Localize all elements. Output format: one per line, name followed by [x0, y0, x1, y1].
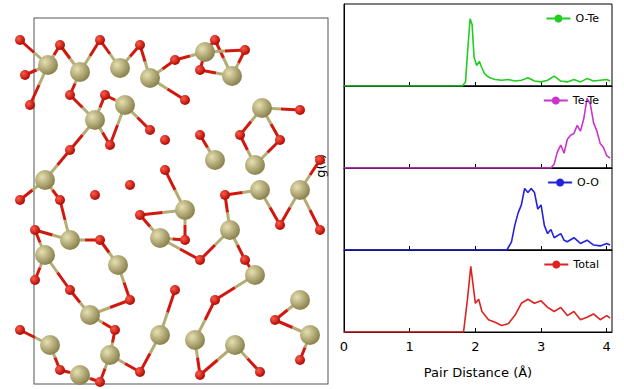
svg-text:1: 1 [406, 339, 414, 354]
svg-text:Te-Te: Te-Te [572, 94, 599, 107]
svg-text:O-Te: O-Te [575, 12, 599, 25]
svg-text:g(r): g(r) [313, 154, 328, 178]
svg-text:4: 4 [603, 339, 611, 354]
svg-text:3: 3 [537, 339, 545, 354]
svg-text:0: 0 [340, 339, 348, 354]
svg-text:Pair Distance (Å): Pair Distance (Å) [424, 365, 532, 380]
svg-text:O-O: O-O [577, 176, 599, 189]
svg-text:Total: Total [572, 258, 599, 271]
svg-text:2: 2 [471, 339, 479, 354]
